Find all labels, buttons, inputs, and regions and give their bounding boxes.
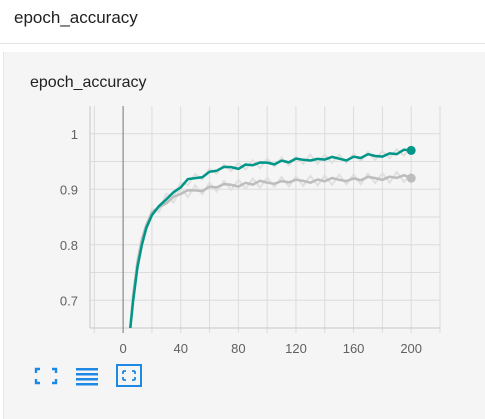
x-tick-label: 200 <box>400 341 422 356</box>
series-line-0 <box>129 148 412 328</box>
series-end-point-1 <box>406 173 416 183</box>
x-tick-label: 0 <box>120 341 127 356</box>
y-tick-label: 0.9 <box>60 182 78 197</box>
x-tick-label: 160 <box>343 341 365 356</box>
y-tick-label: 1 <box>71 127 78 142</box>
chart-title: epoch_accuracy <box>30 74 147 91</box>
expand-chart-button[interactable] <box>115 363 143 389</box>
x-tick-label: 40 <box>174 341 188 356</box>
page-header: epoch_accuracy <box>0 0 485 44</box>
header-title: epoch_accuracy <box>14 8 138 27</box>
data-table-icon <box>76 368 98 386</box>
fit-domain-button[interactable] <box>33 364 59 388</box>
expand-icon <box>116 364 142 387</box>
data-table-button[interactable] <box>74 364 100 388</box>
series-end-point-0 <box>406 145 416 155</box>
fit-domain-icon <box>34 367 58 385</box>
y-tick-label: 0.8 <box>60 238 78 253</box>
x-tick-label: 80 <box>231 341 245 356</box>
chart-card <box>3 52 485 419</box>
series-line-1 <box>129 173 412 328</box>
y-tick-label: 0.7 <box>60 293 78 308</box>
x-tick-label: 120 <box>285 341 307 356</box>
